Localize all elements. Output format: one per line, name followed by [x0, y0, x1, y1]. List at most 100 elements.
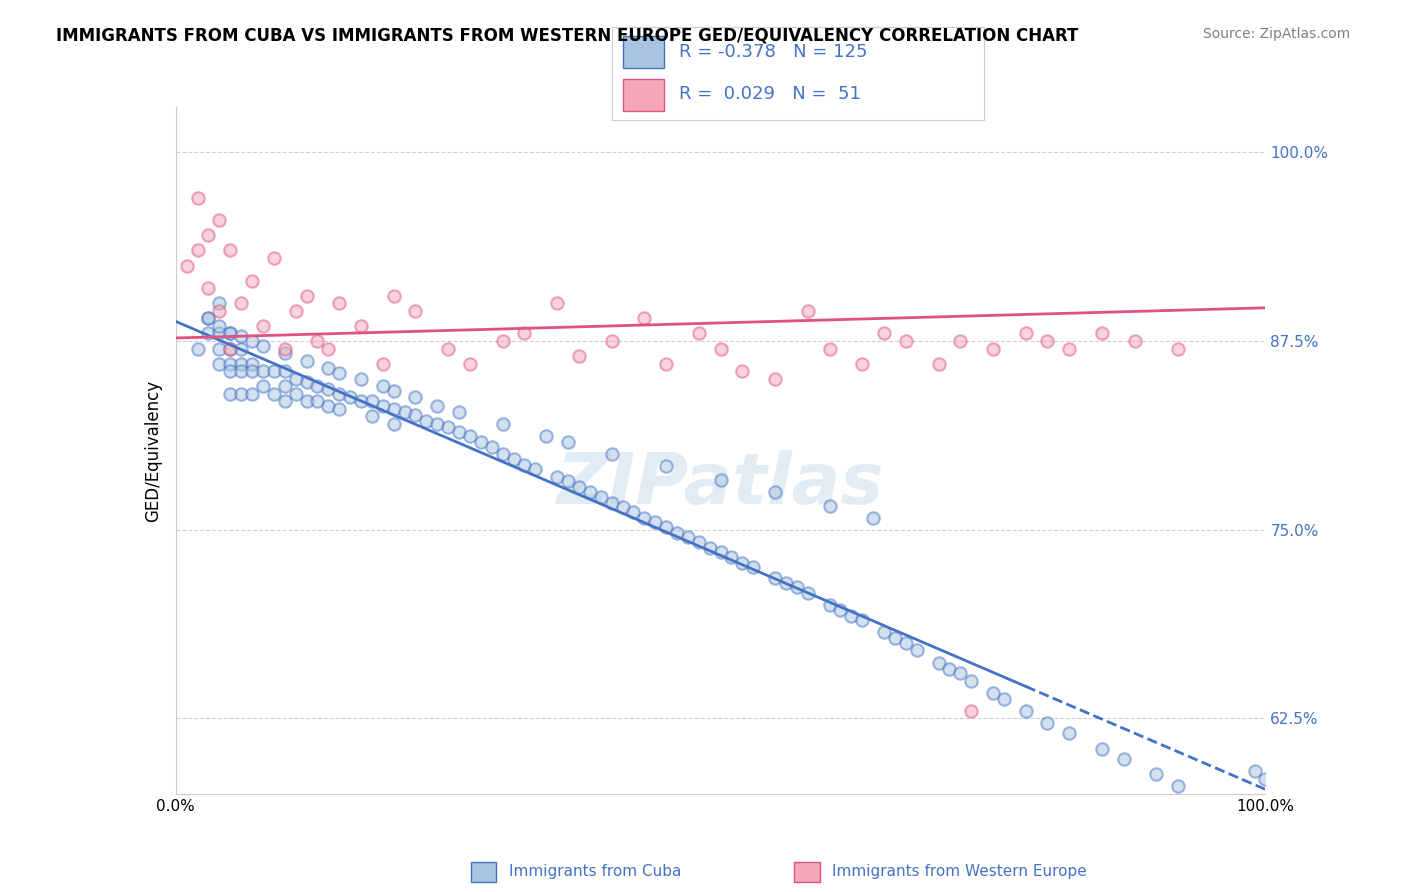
Point	[655, 357, 678, 371]
Point	[307, 334, 329, 348]
Point	[818, 598, 841, 612]
Bar	[623, 79, 664, 111]
Point	[284, 372, 307, 386]
Point	[208, 326, 231, 341]
Point	[612, 500, 634, 514]
Point	[666, 525, 689, 540]
Point	[284, 303, 307, 318]
Point	[252, 318, 274, 333]
Point	[284, 387, 307, 401]
Point	[928, 357, 950, 371]
Point	[1222, 809, 1244, 823]
Point	[492, 334, 515, 348]
Bar	[794, 862, 820, 882]
Point	[263, 251, 285, 265]
Point	[176, 259, 198, 273]
Point	[447, 405, 470, 419]
Point	[710, 545, 733, 559]
Point	[240, 357, 263, 371]
Point	[1057, 726, 1080, 740]
Point	[470, 435, 492, 450]
Point	[720, 549, 742, 564]
Point	[295, 353, 318, 368]
Point	[263, 364, 285, 378]
Point	[197, 311, 219, 326]
Point	[274, 364, 297, 378]
Point	[307, 394, 329, 409]
Point	[458, 429, 481, 443]
Point	[905, 643, 928, 657]
Point	[371, 379, 394, 393]
Point	[1123, 334, 1146, 348]
Point	[360, 394, 382, 409]
Point	[884, 632, 907, 646]
Bar	[623, 36, 664, 68]
Point	[328, 366, 350, 380]
Point	[786, 580, 808, 594]
Point	[263, 387, 285, 401]
Point	[382, 384, 405, 398]
Point	[763, 372, 786, 386]
Point	[240, 387, 263, 401]
Point	[1015, 704, 1038, 718]
Point	[949, 334, 972, 348]
Text: Immigrants from Western Europe: Immigrants from Western Europe	[832, 864, 1087, 880]
Point	[818, 499, 841, 513]
Point	[371, 357, 394, 371]
Point	[688, 326, 710, 341]
Point	[437, 420, 460, 434]
Point	[328, 296, 350, 310]
Point	[676, 530, 699, 544]
Point	[219, 364, 242, 378]
Point	[568, 480, 591, 494]
Point	[437, 342, 460, 356]
Point	[981, 342, 1004, 356]
Point	[360, 409, 382, 424]
Point	[394, 405, 416, 419]
Point	[960, 673, 983, 688]
Point	[557, 475, 579, 489]
Point	[1091, 326, 1114, 341]
Point	[426, 399, 449, 413]
Point	[851, 357, 873, 371]
Point	[600, 447, 623, 461]
Point	[742, 560, 765, 574]
Point	[731, 364, 754, 378]
Point	[208, 303, 231, 318]
Point	[862, 510, 884, 524]
Point	[981, 686, 1004, 700]
Point	[1036, 715, 1059, 730]
Point	[197, 326, 219, 341]
Point	[426, 417, 449, 431]
Point	[339, 390, 361, 404]
Point	[894, 334, 917, 348]
Point	[371, 399, 394, 413]
Point	[873, 326, 896, 341]
Point	[252, 379, 274, 393]
Point	[513, 326, 536, 341]
Point	[1167, 342, 1189, 356]
Text: IMMIGRANTS FROM CUBA VS IMMIGRANTS FROM WESTERN EUROPE GED/EQUIVALENCY CORRELATI: IMMIGRANTS FROM CUBA VS IMMIGRANTS FROM …	[56, 27, 1078, 45]
Point	[350, 394, 373, 409]
Point	[938, 662, 960, 676]
Point	[775, 575, 797, 590]
Point	[513, 458, 536, 472]
Point	[1254, 772, 1277, 786]
Point	[318, 399, 340, 413]
Point	[655, 459, 678, 474]
Point	[894, 636, 917, 650]
Point	[231, 329, 253, 343]
Point	[186, 191, 209, 205]
Text: Immigrants from Cuba: Immigrants from Cuba	[509, 864, 682, 880]
Point	[318, 382, 340, 396]
Point	[295, 394, 318, 409]
Point	[405, 390, 427, 404]
Point	[274, 379, 297, 393]
Point	[633, 311, 655, 326]
Point	[1091, 741, 1114, 756]
Point	[1167, 780, 1189, 794]
Point	[274, 394, 297, 409]
Point	[710, 473, 733, 487]
Point	[524, 462, 547, 476]
Point	[208, 342, 231, 356]
